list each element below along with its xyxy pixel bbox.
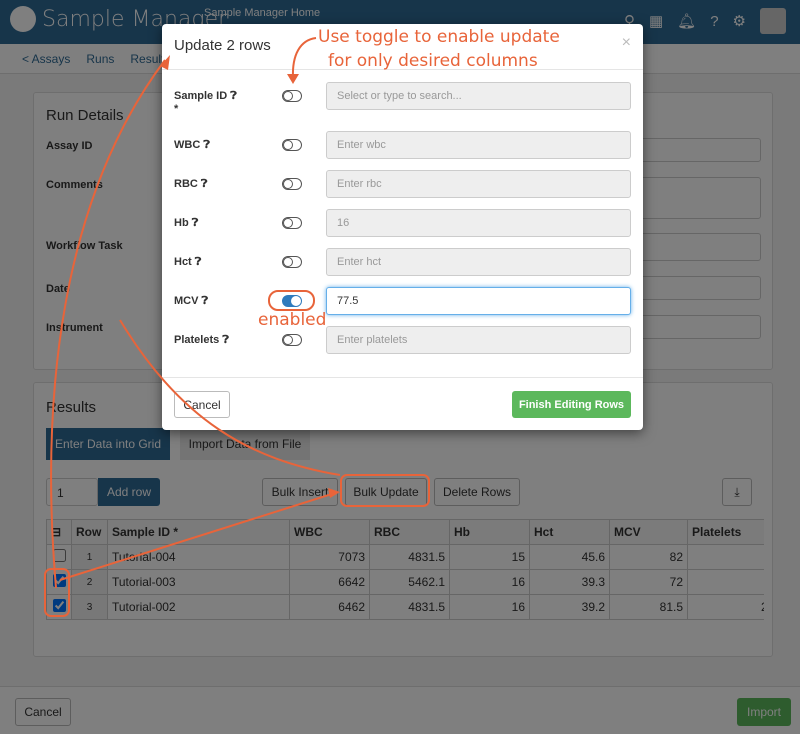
enable-toggle[interactable] [282,256,302,268]
field-input[interactable]: 16 [326,209,631,237]
divider [162,377,643,378]
field-row: MCV ❓︎ 77.5 [174,287,631,317]
help-icon: ❓︎ [194,256,202,268]
enable-toggle[interactable] [282,90,302,102]
modal-title: Update 2 rows [174,37,271,54]
highlight-bulk-update [340,474,430,507]
highlight-toggle [268,290,315,311]
enable-toggle[interactable] [282,217,302,229]
divider [162,69,643,70]
field-row: Hb ❓︎ 16 [174,209,631,239]
field-input[interactable]: Enter platelets [326,326,631,354]
enable-toggle[interactable] [282,295,302,307]
annotation-arrow [291,37,317,79]
finish-editing-button[interactable]: Finish Editing Rows [512,391,631,418]
annotation-arrow [119,319,341,476]
field-input[interactable]: 77.5 [326,287,631,315]
help-icon: ❓︎ [201,295,209,307]
annotation-arrow [59,492,336,581]
required-marker: * [174,103,179,115]
field-row: Hct ❓︎ Enter hct [174,248,631,278]
enable-toggle[interactable] [282,334,302,346]
field-input[interactable]: Enter wbc [326,131,631,159]
field-label: MCV ❓︎ [174,295,209,307]
bulk-update-modal: Update 2 rows × Sample ID ❓︎ * Select or … [162,24,643,430]
field-row: Platelets ❓︎ Enter platelets [174,326,631,356]
highlight-checkboxes [44,568,70,617]
field-label: Hct ❓︎ [174,256,202,268]
field-row: RBC ❓︎ Enter rbc [174,170,631,200]
field-input[interactable]: Select or type to search... [326,82,631,110]
help-icon: ❓︎ [203,139,210,151]
field-input[interactable]: Enter rbc [326,170,631,198]
field-row: WBC ❓︎ Enter wbc [174,131,631,161]
annotation-enabled: enabled [258,310,327,330]
help-icon: ❓︎ [230,90,237,102]
enable-toggle[interactable] [282,178,302,190]
annotation-text: Use toggle to enable update [318,27,560,47]
help-icon: ❓︎ [200,178,208,190]
field-label: Hb ❓︎ [174,217,199,229]
help-icon: ❓︎ [191,217,199,229]
field-label: WBC ❓︎ [174,139,210,151]
annotation-arrow [50,59,166,589]
field-label: RBC ❓︎ [174,178,208,190]
annotation-text: for only desired columns [328,51,538,71]
enable-toggle[interactable] [282,139,302,151]
field-label: Platelets ❓︎ [174,334,229,346]
field-label: Sample ID ❓︎ * [174,90,237,115]
field-row: Sample ID ❓︎ * Select or type to search..… [174,82,631,115]
help-icon: ❓︎ [222,334,229,346]
close-icon[interactable]: × [621,34,631,51]
field-input[interactable]: Enter hct [326,248,631,276]
